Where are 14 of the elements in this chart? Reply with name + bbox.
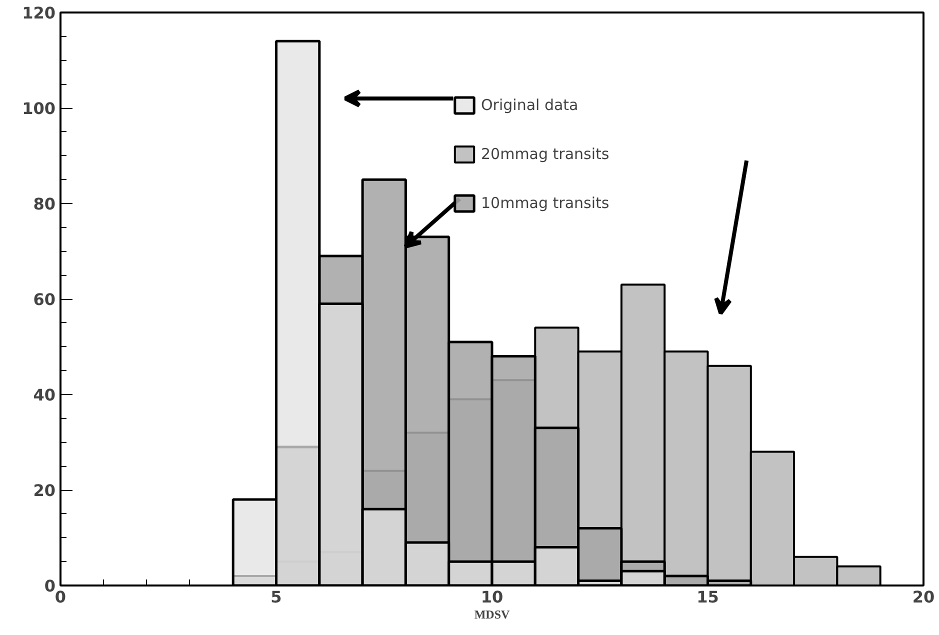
y-tick-label: 120 (22, 4, 56, 22)
legend-label: 10mmag transits (481, 193, 610, 213)
x-tick-label: 15 (696, 588, 719, 606)
x-axis-title: MDSV (474, 608, 510, 622)
y-tick-label: 40 (33, 386, 56, 404)
y-tick-label: 60 (33, 290, 56, 309)
y-tick-label: 20 (33, 481, 56, 500)
y-tick-label: 80 (33, 194, 56, 214)
x-tick-label: 20 (912, 588, 935, 606)
x-tick-label: 10 (480, 588, 504, 606)
legend-label: 20mmag transits (481, 144, 610, 164)
legend-label: Original data (481, 95, 578, 115)
x-tick-label: 5 (270, 588, 282, 606)
y-tick-label: 100 (22, 99, 56, 118)
